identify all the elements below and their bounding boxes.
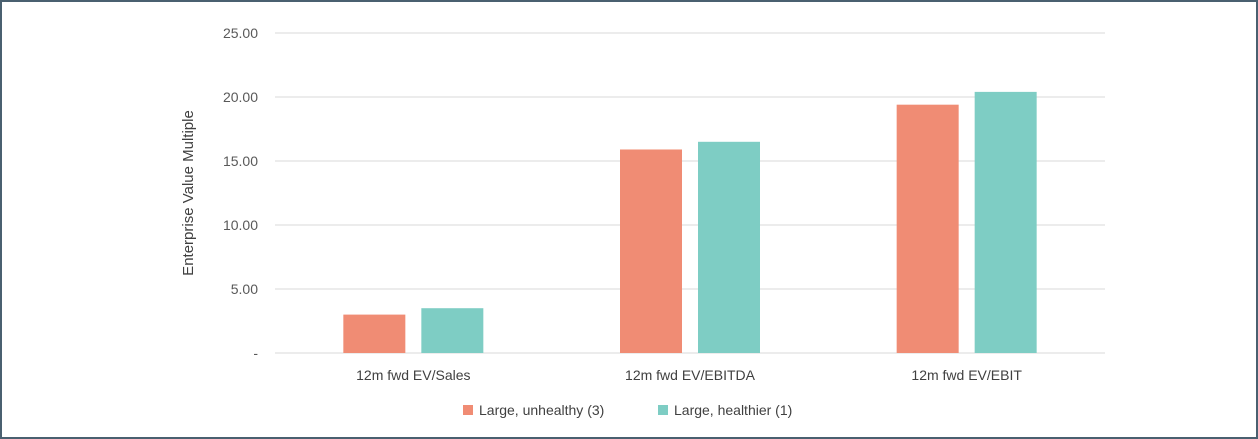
- bar: [974, 91, 1037, 353]
- y-tick-label: 15.00: [223, 153, 258, 169]
- bars: [343, 91, 1037, 354]
- gridlines: [275, 32, 1105, 354]
- legend-label: Large, healthier (1): [674, 402, 792, 418]
- y-tick-label: -: [253, 345, 258, 361]
- bar: [896, 104, 959, 354]
- legend-swatch: [463, 405, 473, 415]
- legend-swatch: [658, 405, 668, 415]
- x-category-label: 12m fwd EV/EBITDA: [625, 367, 756, 383]
- legend: Large, unhealthy (3) Large, healthier (1): [463, 402, 792, 418]
- bar: [620, 149, 682, 353]
- y-tick-label: 5.00: [231, 281, 258, 297]
- y-tick-label: 10.00: [223, 217, 258, 233]
- y-tick-label: 25.00: [223, 25, 258, 41]
- x-category-labels: 12m fwd EV/Sales 12m fwd EV/EBITDA 12m fwd…: [356, 367, 1022, 383]
- bar: [343, 314, 406, 353]
- legend-label: Large, unhealthy (3): [479, 402, 604, 418]
- y-tick-label: 20.00: [223, 89, 258, 105]
- x-category-label: 12m fwd EV/EBIT: [911, 367, 1022, 383]
- y-tick-labels: - 5.00 10.00 15.00 20.00 25.00: [223, 25, 258, 361]
- y-axis-label: Enterprise Value Multiple: [180, 110, 197, 276]
- x-category-label: 12m fwd EV/Sales: [356, 367, 470, 383]
- bar: [421, 308, 484, 353]
- bar: [698, 141, 760, 353]
